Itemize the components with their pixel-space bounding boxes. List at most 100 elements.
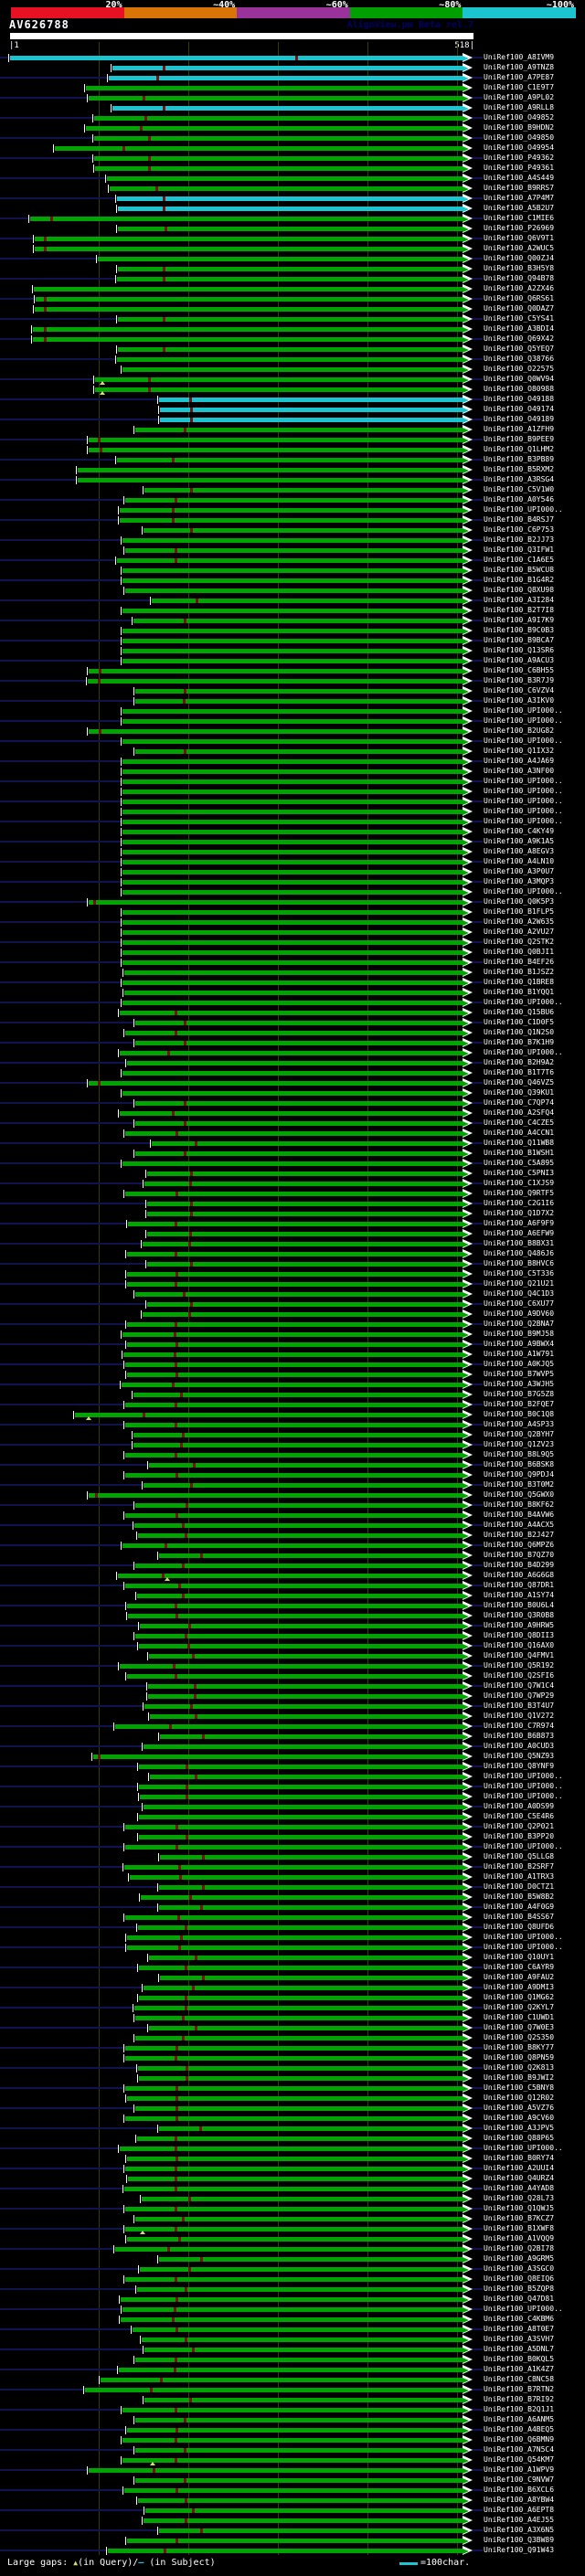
hit-bar[interactable] — [122, 609, 464, 613]
hit-bar[interactable] — [106, 176, 464, 181]
hit-bar[interactable] — [135, 2016, 464, 2020]
hit-bar[interactable] — [146, 1232, 464, 1236]
hit-label[interactable]: UniRef100_O80988 — [484, 385, 555, 393]
hit-label[interactable]: UniRef100_B1FLP5 — [484, 907, 555, 916]
hit-label[interactable]: UniRef100_C7R974 — [484, 1722, 555, 1730]
hit-label[interactable]: UniRef100_A9PL02 — [484, 93, 555, 101]
hit-label[interactable]: UniRef100_B2UG82 — [484, 726, 555, 735]
hit-bar[interactable] — [33, 337, 464, 342]
hit-label[interactable]: UniRef100_C1MIE6 — [484, 214, 555, 222]
hit-bar[interactable] — [122, 800, 464, 804]
hit-bar[interactable] — [122, 960, 464, 965]
hit-label[interactable]: UniRef100_Q8XU98 — [484, 586, 555, 594]
hit-bar[interactable] — [135, 428, 464, 432]
hit-label[interactable]: UniRef100_Q10UY1 — [484, 1953, 555, 1961]
hit-bar[interactable] — [133, 619, 464, 623]
hit-bar[interactable] — [158, 2257, 464, 2262]
hit-bar[interactable] — [127, 2157, 464, 2161]
hit-label[interactable]: UniRef100_A8YBW4 — [484, 2496, 555, 2504]
hit-bar[interactable] — [36, 297, 464, 302]
hit-bar[interactable] — [125, 1825, 464, 1829]
hit-bar[interactable] — [133, 1393, 464, 1397]
hit-label[interactable]: UniRef100_A9HRW5 — [484, 1621, 555, 1629]
hit-label[interactable]: UniRef100_A8IVM9 — [484, 53, 555, 61]
hit-label[interactable]: UniRef100_Q16AX0 — [484, 1641, 555, 1649]
hit-bar[interactable] — [89, 669, 464, 673]
hit-bar[interactable] — [119, 1664, 464, 1669]
hit-label[interactable]: UniRef100_A4YAD8 — [484, 2184, 555, 2192]
hit-bar[interactable] — [94, 136, 464, 141]
hit-bar[interactable] — [139, 1996, 464, 2000]
hit-bar[interactable] — [127, 2428, 464, 2433]
hit-bar[interactable] — [135, 2106, 464, 2111]
hit-label[interactable]: UniRef100_Q94B78 — [484, 274, 555, 282]
hit-bar[interactable] — [34, 287, 464, 292]
hit-bar[interactable] — [158, 1885, 464, 1890]
hit-label[interactable]: UniRef100_A0CUD3 — [484, 1742, 555, 1750]
hit-bar[interactable] — [144, 1182, 464, 1186]
hit-label[interactable]: UniRef100_C1A6E5 — [484, 556, 555, 564]
hit-label[interactable]: UniRef100_Q5LLG8 — [484, 1852, 555, 1860]
hit-bar[interactable] — [135, 1101, 464, 1106]
hit-label[interactable]: UniRef100_Q8DII3 — [484, 1631, 555, 1639]
hit-bar[interactable] — [127, 2539, 464, 2543]
hit-bar[interactable] — [125, 2277, 464, 2282]
hit-label[interactable]: UniRef100_Q1MG62 — [484, 1993, 555, 2001]
hit-label[interactable]: UniRef100_UPI000.. — [484, 887, 563, 896]
hit-bar[interactable] — [35, 307, 464, 312]
hit-label[interactable]: UniRef100_A4LN10 — [484, 857, 555, 865]
hit-bar[interactable] — [127, 1252, 464, 1256]
hit-label[interactable]: UniRef100_B3PP20 — [484, 1832, 555, 1840]
hit-bar[interactable] — [127, 1604, 464, 1608]
hit-label[interactable]: UniRef100_A8EGV3 — [484, 847, 555, 855]
hit-label[interactable]: UniRef100_Q21U21 — [484, 1279, 555, 1288]
hit-label[interactable]: UniRef100_Q11WB8 — [484, 1139, 555, 1147]
hit-bar[interactable] — [144, 1483, 464, 1488]
hit-label[interactable]: UniRef100_A1W791 — [484, 1350, 555, 1358]
hit-label[interactable]: UniRef100_Q6BMN9 — [484, 2435, 555, 2443]
hit-label[interactable]: UniRef100_B7RTN2 — [484, 2385, 555, 2393]
hit-label[interactable]: UniRef100_C6XU77 — [484, 1299, 555, 1308]
hit-bar[interactable] — [135, 2358, 464, 2362]
hit-label[interactable]: UniRef100_Q5YEQ7 — [484, 345, 555, 353]
hit-bar[interactable] — [89, 438, 464, 442]
hit-bar[interactable] — [125, 1473, 464, 1478]
hit-bar[interactable] — [159, 418, 464, 422]
hit-bar[interactable] — [127, 1674, 464, 1679]
hit-label[interactable]: UniRef100_C5BNY8 — [484, 2083, 555, 2092]
hit-bar[interactable] — [118, 2368, 464, 2372]
hit-bar[interactable] — [135, 2418, 464, 2422]
hit-bar[interactable] — [122, 1071, 464, 1076]
hit-bar[interactable] — [125, 1423, 464, 1427]
hit-label[interactable]: UniRef100_Q88P65 — [484, 2134, 555, 2142]
hit-bar[interactable] — [144, 1805, 464, 1809]
hit-label[interactable]: UniRef100_Q8EIQ6 — [484, 2274, 555, 2283]
hit-bar[interactable] — [117, 207, 464, 211]
hit-label[interactable]: UniRef100_C5A895 — [484, 1159, 555, 1167]
hit-label[interactable]: UniRef100_A1TRX3 — [484, 1872, 555, 1881]
hit-label[interactable]: UniRef100_A3P0U7 — [484, 867, 555, 875]
hit-bar[interactable] — [128, 2177, 464, 2181]
hit-bar[interactable] — [125, 2167, 464, 2171]
hit-label[interactable]: UniRef100_A5B2U7 — [484, 204, 555, 212]
hit-bar[interactable] — [147, 1684, 464, 1689]
hit-bar[interactable] — [122, 830, 464, 834]
hit-label[interactable]: UniRef100_UPI000.. — [484, 2305, 563, 2313]
hit-label[interactable]: UniRef100_A3MQP3 — [484, 877, 555, 885]
hit-label[interactable]: UniRef100_A7N5C4 — [484, 2445, 555, 2454]
hit-bar[interactable] — [95, 377, 464, 382]
hit-bar[interactable] — [74, 1413, 464, 1417]
hit-bar[interactable] — [122, 639, 464, 643]
hit-bar[interactable] — [125, 1131, 464, 1136]
hit-label[interactable]: UniRef100_C1D0F5 — [484, 1018, 555, 1026]
hit-bar[interactable] — [122, 1001, 464, 1005]
hit-bar[interactable] — [122, 659, 464, 663]
hit-label[interactable]: UniRef100_B7WVP5 — [484, 1370, 555, 1378]
hit-label[interactable]: UniRef100_P49362 — [484, 154, 555, 162]
hit-bar[interactable] — [141, 1895, 464, 1900]
hit-bar[interactable] — [135, 2217, 464, 2221]
hit-label[interactable]: UniRef100_O49850 — [484, 133, 555, 142]
hit-bar[interactable] — [149, 1775, 464, 1779]
hit-bar[interactable] — [144, 1744, 464, 1749]
hit-bar[interactable] — [125, 1031, 464, 1035]
